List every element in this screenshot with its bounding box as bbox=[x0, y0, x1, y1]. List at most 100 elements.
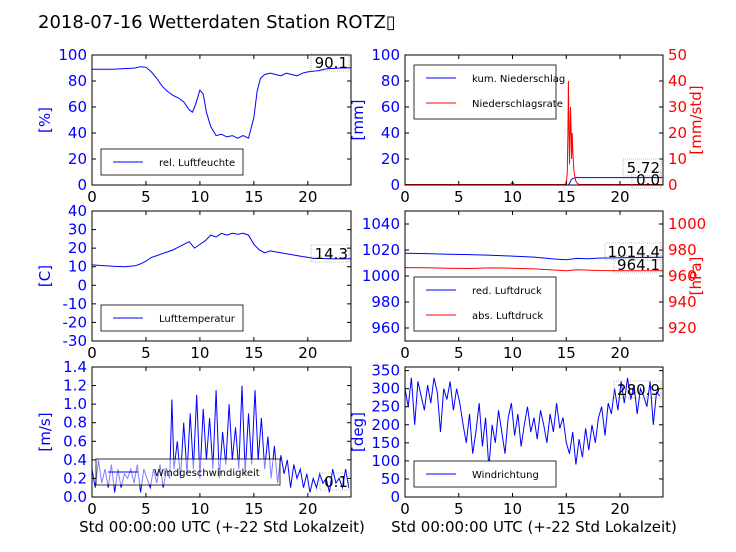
legend-entry: Niederschlagsrate bbox=[472, 99, 563, 110]
y-axis-label-winddir: [deg] bbox=[349, 412, 367, 452]
y-tick-label: 1000 bbox=[362, 267, 400, 285]
y2-tick-label: 940 bbox=[668, 293, 697, 311]
y-tick-label: 100 bbox=[58, 46, 87, 64]
y-tick-label: 80 bbox=[381, 72, 400, 90]
figure-title-text: 2018-07-16 Wetterdaten Station ROTZ bbox=[38, 12, 386, 33]
y-tick-label: 100 bbox=[371, 452, 400, 470]
plot-frame-temperature bbox=[91, 210, 352, 342]
x-tick-label: 15 bbox=[557, 344, 576, 362]
x-tick-label: 15 bbox=[557, 500, 576, 518]
annotation-box bbox=[319, 472, 350, 491]
title-glyph: ▯ bbox=[386, 12, 396, 33]
x-tick-label: 0 bbox=[87, 188, 97, 206]
chart-panel-windspeed: 0 5 10 15 20 0.00.20.40.60.81.01.21.4 [m/s] Win… bbox=[36, 358, 352, 518]
y-tick-label: 40 bbox=[381, 124, 400, 142]
y-tick-label: 960 bbox=[371, 319, 400, 337]
y-tick-label: 1.0 bbox=[63, 395, 87, 413]
y-axis-label-precip: [mm] bbox=[349, 100, 367, 141]
x-tick-label: 15 bbox=[244, 500, 263, 518]
x-axis-label-left: Std 00:00:00 UTC (+-22 Std Lokalzeit) bbox=[79, 518, 365, 536]
y-tick-label: 40 bbox=[68, 202, 87, 220]
legend-box bbox=[95, 458, 281, 486]
y-tick-label: 20 bbox=[68, 150, 87, 168]
y-axis-label-temperature: [C] bbox=[36, 265, 54, 287]
value-annotation: 964.1 bbox=[617, 256, 660, 274]
plot-frame-windspeed bbox=[91, 366, 352, 498]
y-tick-label: 0 bbox=[390, 176, 400, 194]
value-annotation: 90.1 bbox=[315, 54, 348, 72]
legend-precip: kum. Niederschlag Niederschlagsrate bbox=[413, 64, 565, 120]
legend-windspeed: Windgeschwindigkeit bbox=[95, 458, 281, 486]
y-tick-label: -10 bbox=[63, 295, 88, 313]
x-tick-label: 10 bbox=[190, 500, 209, 518]
x-axis-label-right: Std 00:00:00 UTC (+-22 Std Lokalzeit) bbox=[391, 518, 677, 536]
annotation-box bbox=[622, 158, 662, 177]
y-tick-label: 300 bbox=[371, 380, 400, 398]
legend-box bbox=[413, 276, 557, 332]
x-tick-label: 15 bbox=[244, 344, 263, 362]
y-axis-label-windspeed: [m/s] bbox=[36, 412, 54, 451]
y-tick-label: -20 bbox=[63, 313, 88, 331]
y-tick-label: 0.2 bbox=[63, 469, 87, 487]
x-tick-label: 10 bbox=[190, 344, 209, 362]
value-annotation: 1014.4 bbox=[608, 243, 661, 261]
x-tick-label: 5 bbox=[141, 500, 151, 518]
series-line-temperature-0 bbox=[92, 232, 351, 268]
chart-panel-precip: 0 5 10 15 20 0 20 40 60 80 100 0 10 20 30 40 50 [mm] [mm/s… bbox=[349, 46, 705, 206]
x-tick-label: 0 bbox=[87, 344, 97, 362]
series-line-pressure-1 bbox=[405, 267, 663, 272]
legend-entry: rel. Luftfeuchte bbox=[159, 158, 235, 169]
chart-panel-temperature: 0 5 10 15 20-30-20-10010203040[C]Lufttempera… bbox=[36, 202, 352, 362]
y-tick-label: 0 bbox=[77, 276, 87, 294]
legend-entry: kum. Niederschlag bbox=[472, 74, 565, 85]
value-annotation: 0.1 bbox=[324, 473, 348, 491]
y-tick-label: 20 bbox=[68, 239, 87, 257]
y-tick-label: 250 bbox=[371, 398, 400, 416]
x-tick-label: 0 bbox=[87, 500, 97, 518]
x-tick-label: 20 bbox=[298, 500, 317, 518]
y-tick-label: 30 bbox=[68, 221, 87, 239]
chart-panel-winddir: 0 5 10 15 20050100150200250300350[deg]Windri… bbox=[349, 362, 664, 518]
figure-title: 2018-07-16 Wetterdaten Station ROTZ▯ bbox=[38, 12, 396, 33]
chart-panel-humidity: 0 5 10 15 20 0 20 40 60 80 100 [%] rel. Luftfeuchte 9… bbox=[36, 46, 352, 206]
legend-winddir: Windrichtung bbox=[413, 460, 557, 488]
legend-humidity: rel. Luftfeuchte bbox=[100, 148, 244, 176]
x-tick-label: 20 bbox=[298, 188, 317, 206]
x-tick-label: 10 bbox=[503, 188, 522, 206]
legend-pressure: red. Luftdruck abs. Luftdruck bbox=[413, 276, 557, 332]
y-tick-label: 80 bbox=[68, 72, 87, 90]
y-tick-label: 0.6 bbox=[63, 432, 87, 450]
y-tick-label: -30 bbox=[63, 332, 88, 350]
y-tick-label: 0.8 bbox=[63, 414, 87, 432]
y2-tick-label: 40 bbox=[668, 72, 687, 90]
x-tick-label: 20 bbox=[610, 344, 629, 362]
x-tick-label: 0 bbox=[400, 188, 410, 206]
y2-tick-label: 960 bbox=[668, 267, 697, 285]
x-tick-label: 10 bbox=[503, 344, 522, 362]
legend-entry: Lufttemperatur bbox=[159, 314, 236, 325]
x-tick-label: 20 bbox=[610, 500, 629, 518]
legend-entry: red. Luftdruck bbox=[472, 286, 542, 297]
x-tick-label: 15 bbox=[244, 188, 263, 206]
y-tick-label: 100 bbox=[371, 46, 400, 64]
y2-axis-label-pressure: [hPa] bbox=[687, 257, 705, 296]
y-tick-label: 50 bbox=[381, 470, 400, 488]
value-annotation: 5.72 bbox=[627, 159, 660, 177]
x-tick-label: 5 bbox=[454, 344, 464, 362]
y-tick-label: 10 bbox=[68, 258, 87, 276]
plot-frame-humidity bbox=[91, 54, 352, 186]
legend-box bbox=[413, 64, 557, 120]
plot-frame-precip bbox=[404, 54, 664, 186]
y-tick-label: 150 bbox=[371, 434, 400, 452]
y-tick-label: 0 bbox=[390, 488, 400, 506]
y2-tick-label: 50 bbox=[668, 46, 687, 64]
x-tick-label: 10 bbox=[190, 188, 209, 206]
y-axis-label-humidity: [%] bbox=[36, 107, 54, 133]
x-tick-label: 5 bbox=[141, 188, 151, 206]
y-tick-label: 60 bbox=[68, 98, 87, 116]
x-tick-label: 15 bbox=[557, 188, 576, 206]
y2-axis-label-precip: [mm/std] bbox=[687, 85, 705, 154]
annotation-box bbox=[631, 170, 662, 189]
